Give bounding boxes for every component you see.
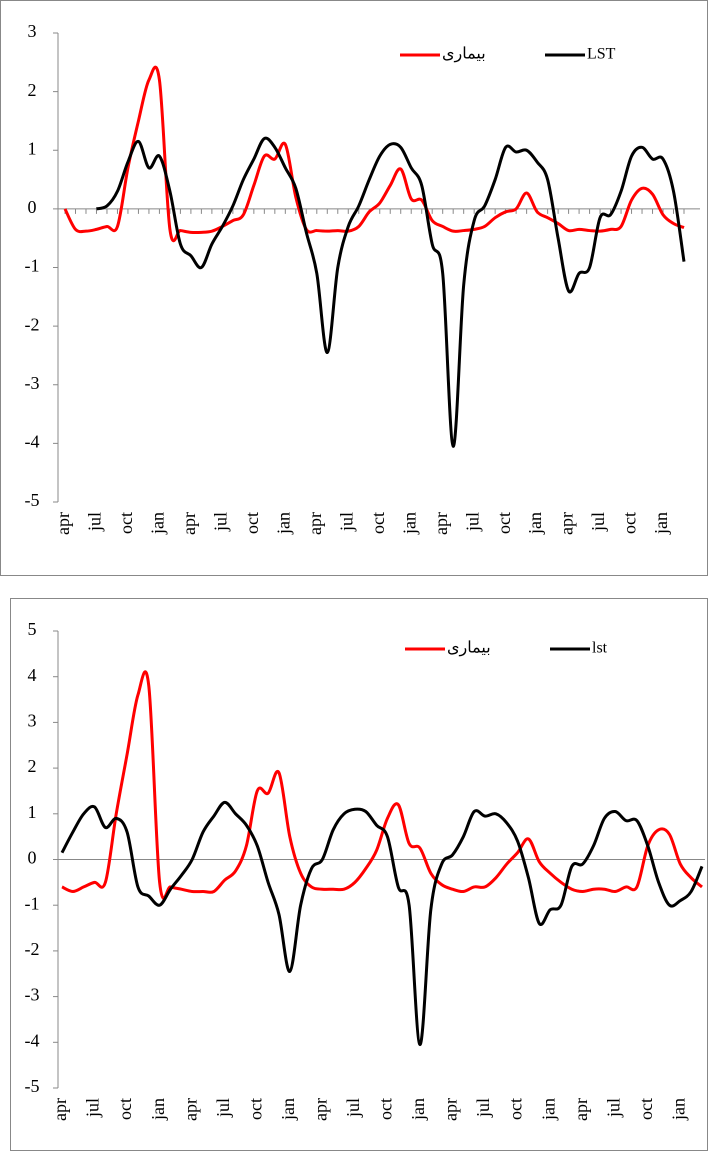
legend-label: بیماری	[447, 640, 491, 657]
x-tick-label: oct	[376, 1098, 396, 1120]
y-tick-label: 2	[28, 756, 37, 776]
legend-label: بیماری	[442, 46, 486, 63]
y-tick-label: -3	[25, 373, 40, 393]
x-tick-label: jan	[399, 512, 419, 535]
x-tick-label: jul	[213, 1098, 233, 1118]
x-tick-label: apr	[305, 512, 325, 535]
x-tick-label: jan	[525, 512, 545, 535]
legend-label: LST	[587, 46, 616, 63]
y-tick-label: -1	[25, 256, 40, 276]
y-tick-label: 3	[28, 711, 37, 731]
series-line	[63, 65, 685, 243]
x-tick-label: jan	[668, 1098, 688, 1121]
x-tick-label: jan	[148, 512, 168, 535]
x-tick-label: jan	[408, 1098, 428, 1121]
x-tick-label: oct	[116, 512, 136, 534]
y-tick-label: -2	[25, 939, 40, 959]
x-tick-label: apr	[179, 512, 199, 535]
x-tick-label: jan	[278, 1098, 298, 1121]
x-tick-label: jul	[603, 1098, 623, 1118]
x-tick-label: apr	[53, 512, 73, 535]
x-tick-label: apr	[310, 1098, 330, 1121]
x-tick-label: jul	[336, 512, 356, 532]
x-tick-label: jul	[83, 1098, 103, 1118]
x-tick-label: oct	[494, 512, 514, 534]
y-tick-label: 0	[28, 848, 37, 868]
y-tick-label: -5	[25, 1076, 40, 1096]
y-tick-label: -2	[25, 314, 40, 334]
x-tick-label: jul	[210, 512, 230, 532]
x-tick-label: jan	[651, 512, 671, 535]
y-tick-label: 3	[28, 21, 37, 41]
panel-border	[0, 0, 708, 576]
x-tick-label: oct	[115, 1098, 135, 1120]
x-tick-label: jan	[273, 512, 293, 535]
series-line	[61, 670, 703, 900]
x-tick-label: jan	[538, 1098, 558, 1121]
x-tick-label: oct	[506, 1098, 526, 1120]
y-tick-label: 0	[28, 197, 37, 217]
y-tick-label: 1	[28, 802, 37, 822]
x-tick-label: oct	[368, 512, 388, 534]
x-tick-label: oct	[242, 512, 262, 534]
y-tick-label: 5	[28, 619, 37, 639]
y-tick-label: -4	[25, 432, 40, 452]
x-tick-label: apr	[571, 1098, 591, 1121]
x-tick-label: jul	[85, 512, 105, 532]
x-tick-label: oct	[620, 512, 640, 534]
x-tick-label: apr	[557, 512, 577, 535]
y-tick-label: -3	[25, 985, 40, 1005]
y-tick-label: -4	[25, 1030, 40, 1050]
y-tick-label: -5	[25, 490, 40, 510]
x-tick-label: apr	[50, 1098, 70, 1121]
x-tick-label: oct	[245, 1098, 265, 1120]
y-tick-label: 4	[28, 665, 37, 685]
x-tick-label: jul	[343, 1098, 363, 1118]
x-tick-label: jul	[462, 512, 482, 532]
panel-border	[10, 598, 708, 1151]
x-tick-label: oct	[636, 1098, 656, 1120]
series-line	[60, 800, 704, 1047]
x-tick-label: jul	[588, 512, 608, 532]
legend-label: lst	[592, 640, 608, 657]
y-tick-label: 2	[28, 80, 37, 100]
y-tick-label: -1	[25, 893, 40, 913]
series-line	[96, 136, 686, 448]
x-tick-label: jul	[473, 1098, 493, 1118]
x-tick-label: jan	[148, 1098, 168, 1121]
x-tick-label: apr	[180, 1098, 200, 1121]
x-tick-label: apr	[441, 1098, 461, 1121]
x-tick-label: apr	[431, 512, 451, 535]
y-tick-label: 1	[28, 138, 37, 158]
